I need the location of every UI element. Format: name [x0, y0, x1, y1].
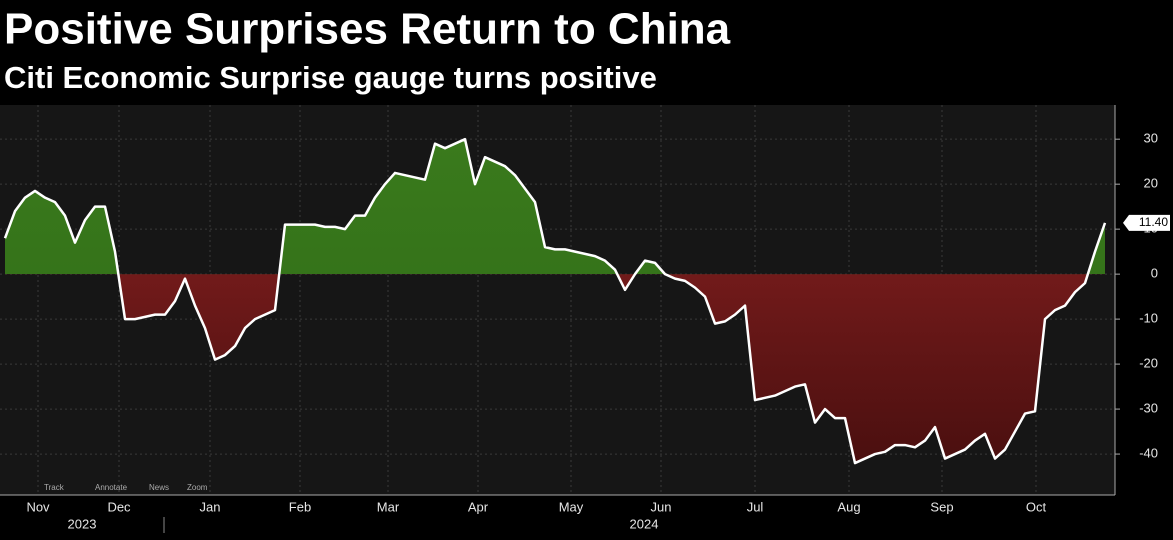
toolbar-item[interactable]: Annotate	[95, 483, 128, 492]
x-tick-label: May	[559, 499, 584, 514]
y-tick-label: -20	[1139, 356, 1158, 371]
line	[3, 137, 1107, 465]
toolbar-item[interactable]: News	[149, 483, 169, 492]
end-label: 11.40	[1139, 215, 1168, 229]
end-label-box	[1123, 214, 1170, 231]
toolbar-item[interactable]: Track	[44, 483, 65, 492]
chart-title: Positive Surprises Return to China	[4, 5, 731, 54]
x-tick-label: Jan	[200, 499, 221, 514]
y-tick-label: -10	[1139, 311, 1158, 326]
toolbar-item[interactable]: Zoom	[187, 483, 208, 492]
chart-subtitle: Citi Economic Surprise gauge turns posit…	[4, 60, 657, 95]
y-tick-label: -30	[1139, 401, 1158, 416]
year-label: 2023	[68, 516, 97, 531]
positive-area	[5, 139, 1105, 275]
x-tick-label: Apr	[468, 499, 489, 514]
x-tick-label: Jun	[651, 499, 672, 514]
x-tick-label: Mar	[377, 499, 400, 514]
y-tick-label: 30	[1144, 131, 1158, 146]
x-tick-label: Aug	[837, 499, 860, 514]
x-tick-label: Jul	[747, 499, 764, 514]
x-tick-label: Sep	[930, 499, 953, 514]
y-tick-label: 0	[1151, 266, 1158, 281]
negative-area	[5, 274, 1105, 464]
y-tick-label: 20	[1144, 176, 1158, 191]
x-tick-label: Feb	[289, 499, 311, 514]
x-tick-label: Dec	[107, 499, 131, 514]
y-tick-label: -40	[1139, 446, 1158, 461]
year-label: 2024	[630, 516, 659, 531]
x-tick-label: Oct	[1026, 499, 1047, 514]
x-tick-label: Nov	[26, 499, 50, 514]
